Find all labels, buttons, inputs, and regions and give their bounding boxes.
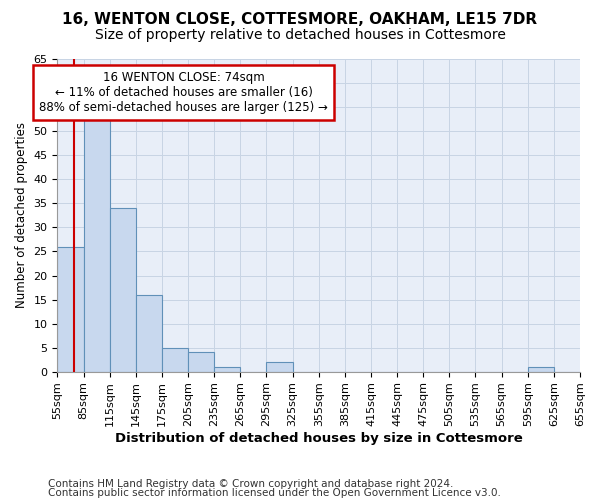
Bar: [162, 348, 188, 372]
Text: Size of property relative to detached houses in Cottesmore: Size of property relative to detached ho…: [95, 28, 505, 42]
Text: 16 WENTON CLOSE: 74sqm
← 11% of detached houses are smaller (16)
88% of semi-det: 16 WENTON CLOSE: 74sqm ← 11% of detached…: [39, 71, 328, 114]
Bar: [528, 367, 554, 372]
Bar: [83, 112, 110, 372]
Y-axis label: Number of detached properties: Number of detached properties: [15, 122, 28, 308]
Bar: [58, 246, 83, 372]
Text: Contains HM Land Registry data © Crown copyright and database right 2024.: Contains HM Land Registry data © Crown c…: [48, 479, 454, 489]
Bar: [214, 367, 241, 372]
Bar: [136, 294, 162, 372]
Text: Contains public sector information licensed under the Open Government Licence v3: Contains public sector information licen…: [48, 488, 501, 498]
Bar: [110, 208, 136, 372]
Text: 16, WENTON CLOSE, COTTESMORE, OAKHAM, LE15 7DR: 16, WENTON CLOSE, COTTESMORE, OAKHAM, LE…: [62, 12, 538, 28]
Bar: [266, 362, 293, 372]
Bar: [188, 352, 214, 372]
X-axis label: Distribution of detached houses by size in Cottesmore: Distribution of detached houses by size …: [115, 432, 523, 445]
